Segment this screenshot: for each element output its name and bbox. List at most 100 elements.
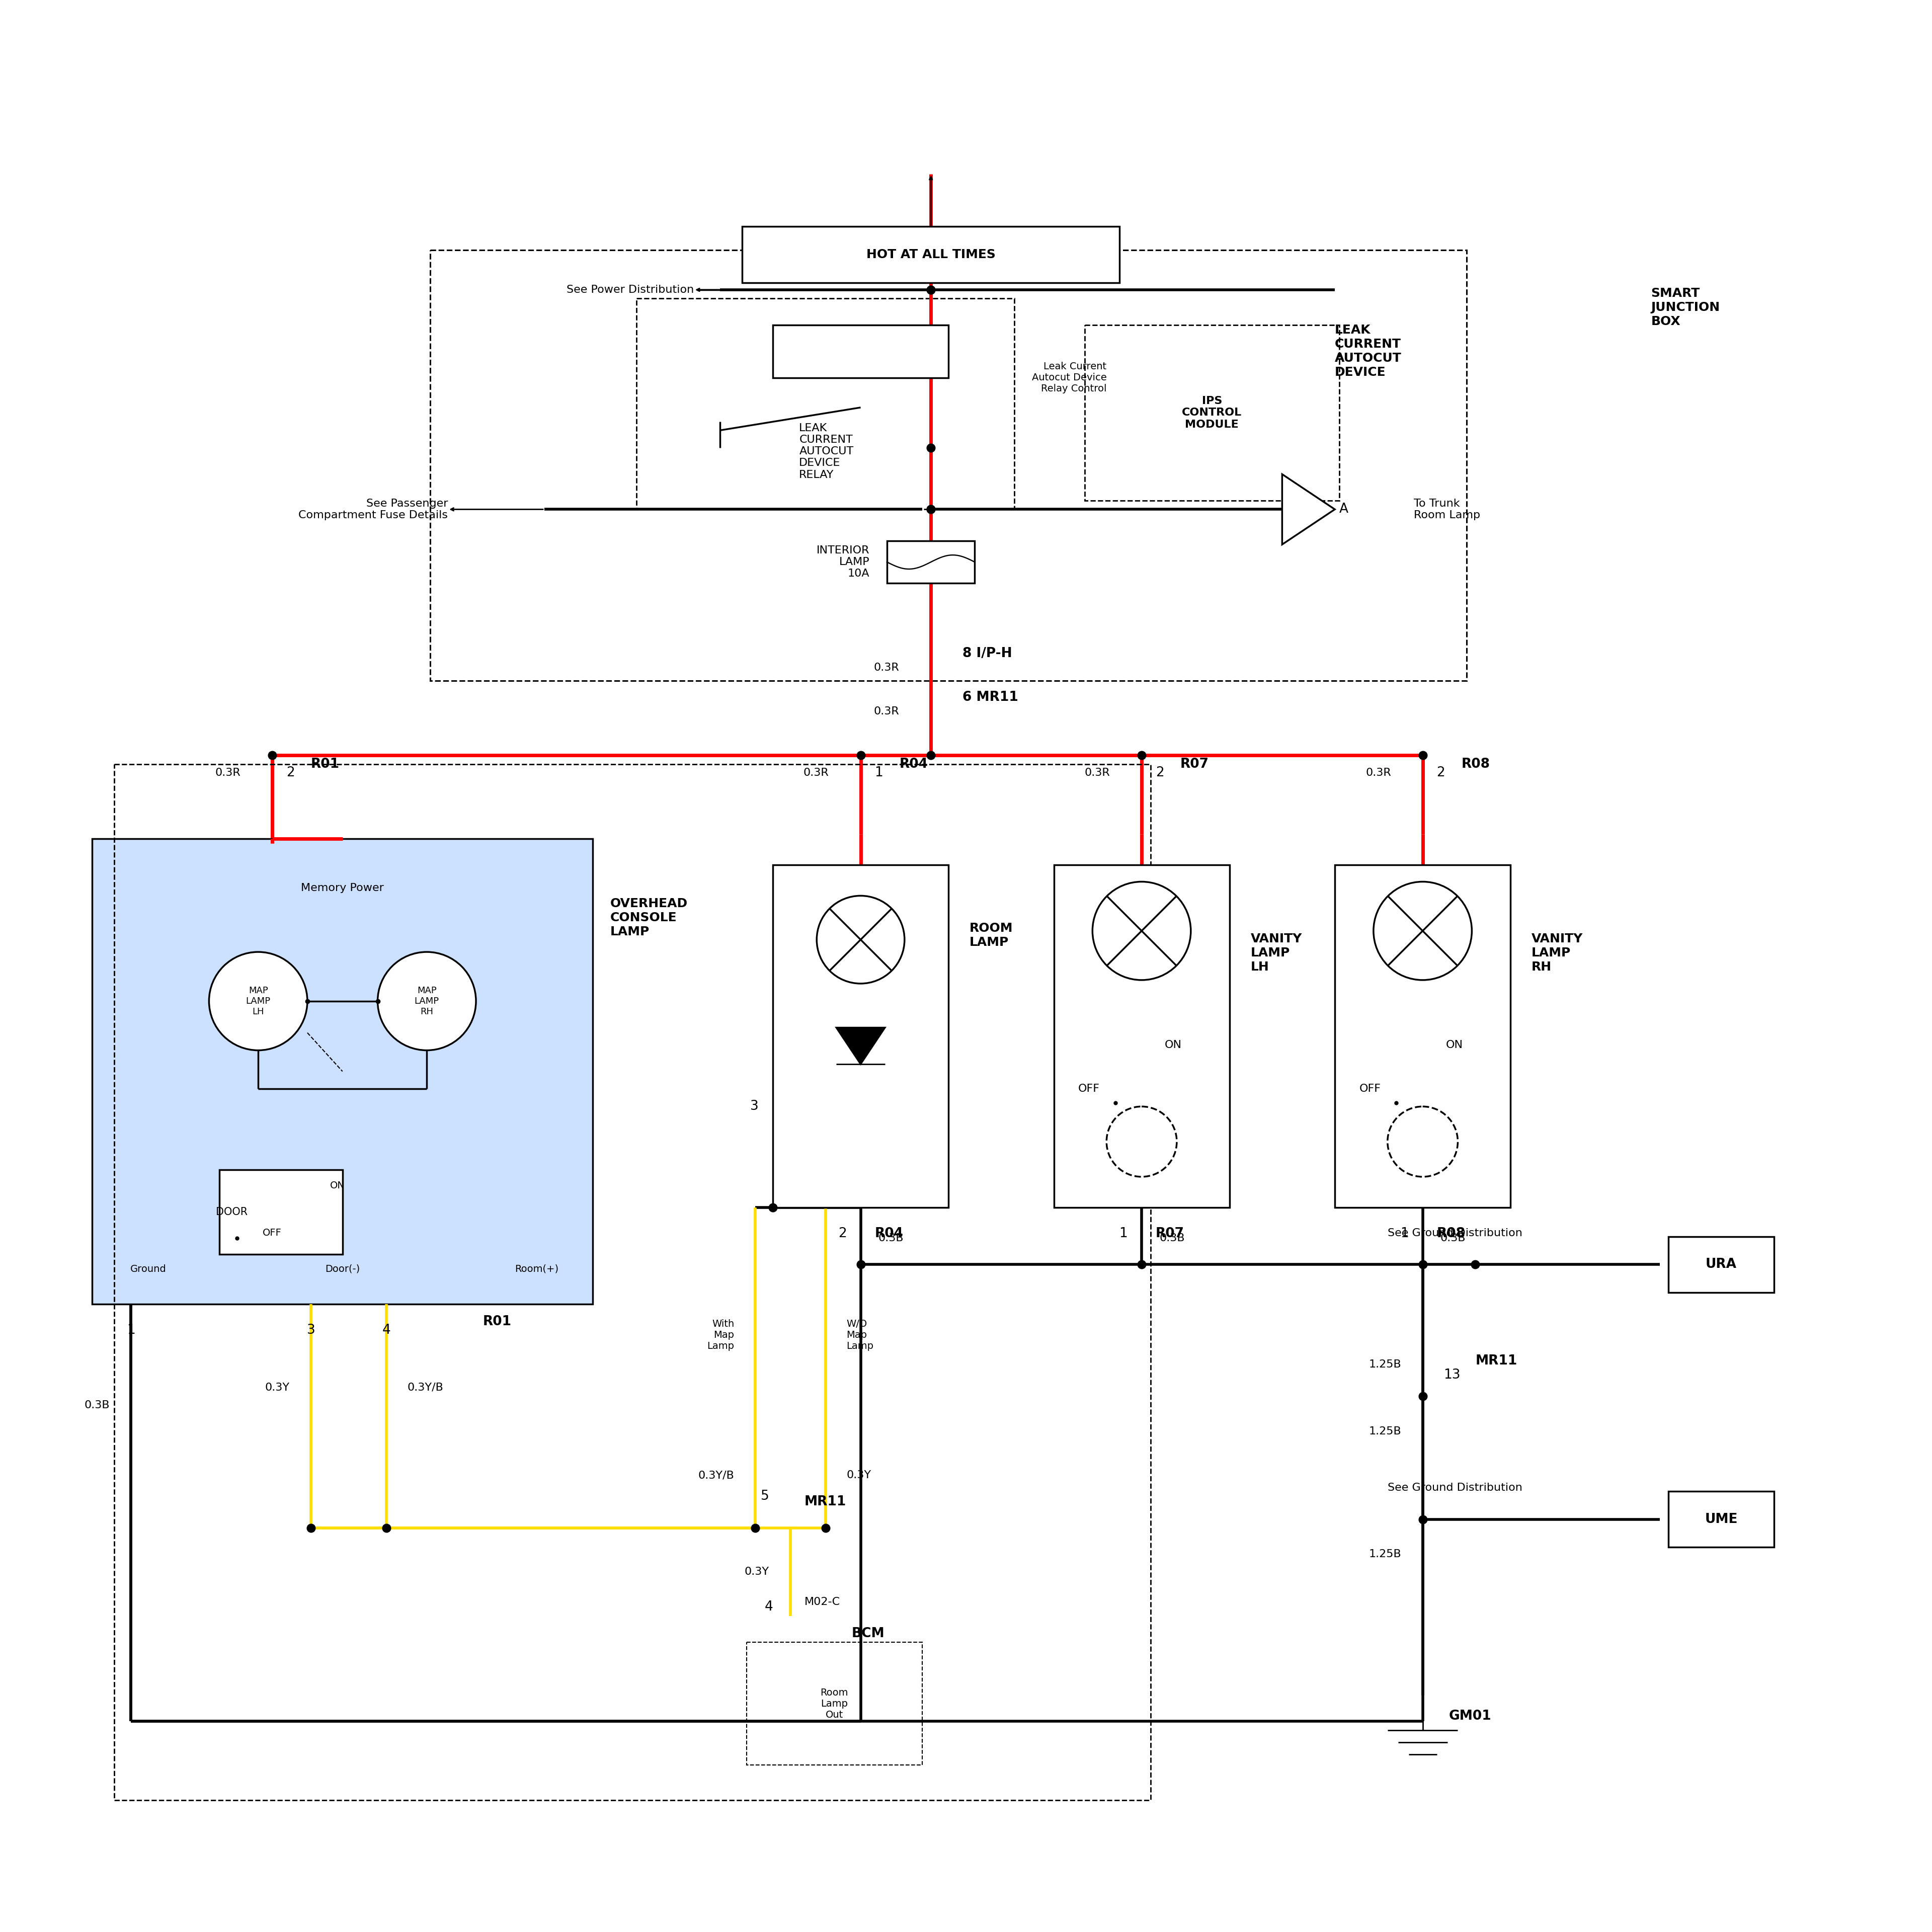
Text: ON: ON bbox=[1445, 1039, 1463, 1051]
Text: R08: R08 bbox=[1461, 757, 1490, 771]
Text: OFF: OFF bbox=[1078, 1084, 1099, 1094]
Text: 0.3B: 0.3B bbox=[879, 1233, 904, 1244]
Bar bbox=[773, 325, 949, 377]
Text: 13: 13 bbox=[1443, 1368, 1461, 1381]
Text: ROOM
LAMP: ROOM LAMP bbox=[970, 922, 1012, 949]
Circle shape bbox=[1374, 881, 1472, 980]
Bar bbox=[431, 251, 1466, 680]
Bar bbox=[1669, 1492, 1774, 1548]
Text: A: A bbox=[1339, 502, 1349, 516]
Text: 0.3R: 0.3R bbox=[1366, 767, 1391, 779]
Bar bbox=[220, 1169, 342, 1254]
Text: 0.3B: 0.3B bbox=[85, 1401, 110, 1410]
Bar bbox=[114, 763, 1150, 1801]
Text: ON: ON bbox=[1165, 1039, 1182, 1051]
Text: 1.25B: 1.25B bbox=[1370, 1549, 1401, 1559]
Text: MR11: MR11 bbox=[804, 1495, 846, 1509]
Text: DOOR: DOOR bbox=[216, 1208, 247, 1217]
Circle shape bbox=[1092, 881, 1190, 980]
Bar bbox=[1669, 1236, 1774, 1293]
Text: Ground: Ground bbox=[129, 1264, 166, 1273]
Text: 0.3Y: 0.3Y bbox=[744, 1567, 769, 1577]
Text: VANITY
LAMP
RH: VANITY LAMP RH bbox=[1532, 933, 1582, 974]
Text: 3: 3 bbox=[750, 1099, 759, 1113]
Text: 1: 1 bbox=[1119, 1227, 1128, 1240]
Text: Door(-): Door(-) bbox=[325, 1264, 359, 1273]
Circle shape bbox=[209, 952, 307, 1051]
Bar bbox=[746, 1642, 922, 1766]
Text: 6 MR11: 6 MR11 bbox=[962, 692, 1018, 703]
Text: INTERIOR
LAMP
10A: INTERIOR LAMP 10A bbox=[817, 545, 869, 580]
Text: OFF: OFF bbox=[1358, 1084, 1381, 1094]
Text: OVERHEAD
CONSOLE
LAMP: OVERHEAD CONSOLE LAMP bbox=[611, 898, 688, 937]
Text: R04: R04 bbox=[875, 1227, 904, 1240]
Text: R01: R01 bbox=[483, 1316, 512, 1327]
Text: R08: R08 bbox=[1437, 1227, 1464, 1240]
Text: See Passenger
Compartment Fuse Details: See Passenger Compartment Fuse Details bbox=[298, 498, 448, 520]
Text: With
Map
Lamp: With Map Lamp bbox=[707, 1320, 734, 1350]
Text: 5: 5 bbox=[761, 1490, 769, 1503]
Text: 0.3Y: 0.3Y bbox=[265, 1383, 290, 1393]
Text: 1: 1 bbox=[875, 767, 883, 779]
Bar bbox=[638, 299, 1014, 510]
Circle shape bbox=[1107, 1107, 1177, 1177]
Bar bbox=[1084, 325, 1339, 500]
Bar bbox=[887, 541, 976, 583]
Text: 2: 2 bbox=[838, 1227, 846, 1240]
Text: 0.3R: 0.3R bbox=[214, 767, 242, 779]
Text: IPS
CONTROL
MODULE: IPS CONTROL MODULE bbox=[1182, 396, 1242, 429]
Text: 1: 1 bbox=[128, 1323, 135, 1337]
Text: R07: R07 bbox=[1155, 1227, 1184, 1240]
Text: 0.3R: 0.3R bbox=[873, 663, 898, 672]
Bar bbox=[1053, 866, 1229, 1208]
Text: OFF: OFF bbox=[263, 1229, 282, 1238]
Text: Memory Power: Memory Power bbox=[301, 883, 384, 893]
Text: LEAK
CURRENT
AUTOCUT
DEVICE: LEAK CURRENT AUTOCUT DEVICE bbox=[1335, 325, 1401, 379]
Text: 0.3R: 0.3R bbox=[804, 767, 829, 779]
Circle shape bbox=[817, 896, 904, 983]
Text: 2: 2 bbox=[1155, 767, 1165, 779]
Text: 0.3Y/B: 0.3Y/B bbox=[408, 1383, 444, 1393]
Text: Room
Lamp
Out: Room Lamp Out bbox=[821, 1689, 848, 1719]
Text: R01: R01 bbox=[311, 757, 340, 771]
Bar bbox=[773, 866, 949, 1208]
Text: UME: UME bbox=[1704, 1513, 1737, 1526]
Text: Room(+): Room(+) bbox=[514, 1264, 558, 1273]
Text: 4: 4 bbox=[765, 1600, 773, 1613]
Text: LEAK
CURRENT
AUTOCUT
DEVICE
RELAY: LEAK CURRENT AUTOCUT DEVICE RELAY bbox=[800, 423, 854, 479]
Text: See Ground Distribution: See Ground Distribution bbox=[1387, 1482, 1522, 1493]
Text: HOT AT ALL TIMES: HOT AT ALL TIMES bbox=[866, 249, 995, 261]
Text: R07: R07 bbox=[1180, 757, 1209, 771]
Text: 0.3R: 0.3R bbox=[873, 707, 898, 717]
Text: 0.3B: 0.3B bbox=[1439, 1233, 1466, 1244]
Text: 0.3R: 0.3R bbox=[1084, 767, 1111, 779]
Text: 2: 2 bbox=[1437, 767, 1445, 779]
Text: 3: 3 bbox=[307, 1323, 315, 1337]
Text: 0.3Y: 0.3Y bbox=[846, 1470, 871, 1480]
Bar bbox=[93, 838, 593, 1304]
Text: See Power Distribution: See Power Distribution bbox=[566, 284, 694, 296]
Text: MAP
LAMP
RH: MAP LAMP RH bbox=[415, 985, 439, 1016]
Text: ON: ON bbox=[330, 1180, 346, 1190]
Text: See Ground Distribution: See Ground Distribution bbox=[1387, 1229, 1522, 1238]
Polygon shape bbox=[1283, 473, 1335, 545]
Bar bbox=[742, 226, 1121, 282]
Circle shape bbox=[377, 952, 475, 1051]
Text: 4: 4 bbox=[383, 1323, 390, 1337]
Text: 1: 1 bbox=[1401, 1227, 1408, 1240]
Polygon shape bbox=[837, 1028, 885, 1065]
Text: SMART
JUNCTION
BOX: SMART JUNCTION BOX bbox=[1652, 288, 1719, 327]
Text: R04: R04 bbox=[898, 757, 927, 771]
Text: 0.3Y/B: 0.3Y/B bbox=[697, 1470, 734, 1480]
Text: GM01: GM01 bbox=[1449, 1710, 1492, 1723]
Text: To Trunk
Room Lamp: To Trunk Room Lamp bbox=[1414, 498, 1480, 520]
Text: URA: URA bbox=[1706, 1258, 1737, 1271]
Text: Leak Current
Autocut Device
Relay Control: Leak Current Autocut Device Relay Contro… bbox=[1032, 361, 1107, 394]
Circle shape bbox=[1387, 1107, 1459, 1177]
Text: MAP
LAMP
LH: MAP LAMP LH bbox=[245, 985, 270, 1016]
Text: BCM: BCM bbox=[852, 1627, 885, 1640]
Text: 2: 2 bbox=[286, 767, 296, 779]
Text: M02-C: M02-C bbox=[804, 1596, 840, 1607]
Text: 8 I/P-H: 8 I/P-H bbox=[962, 647, 1012, 661]
Text: 1.25B: 1.25B bbox=[1370, 1360, 1401, 1370]
